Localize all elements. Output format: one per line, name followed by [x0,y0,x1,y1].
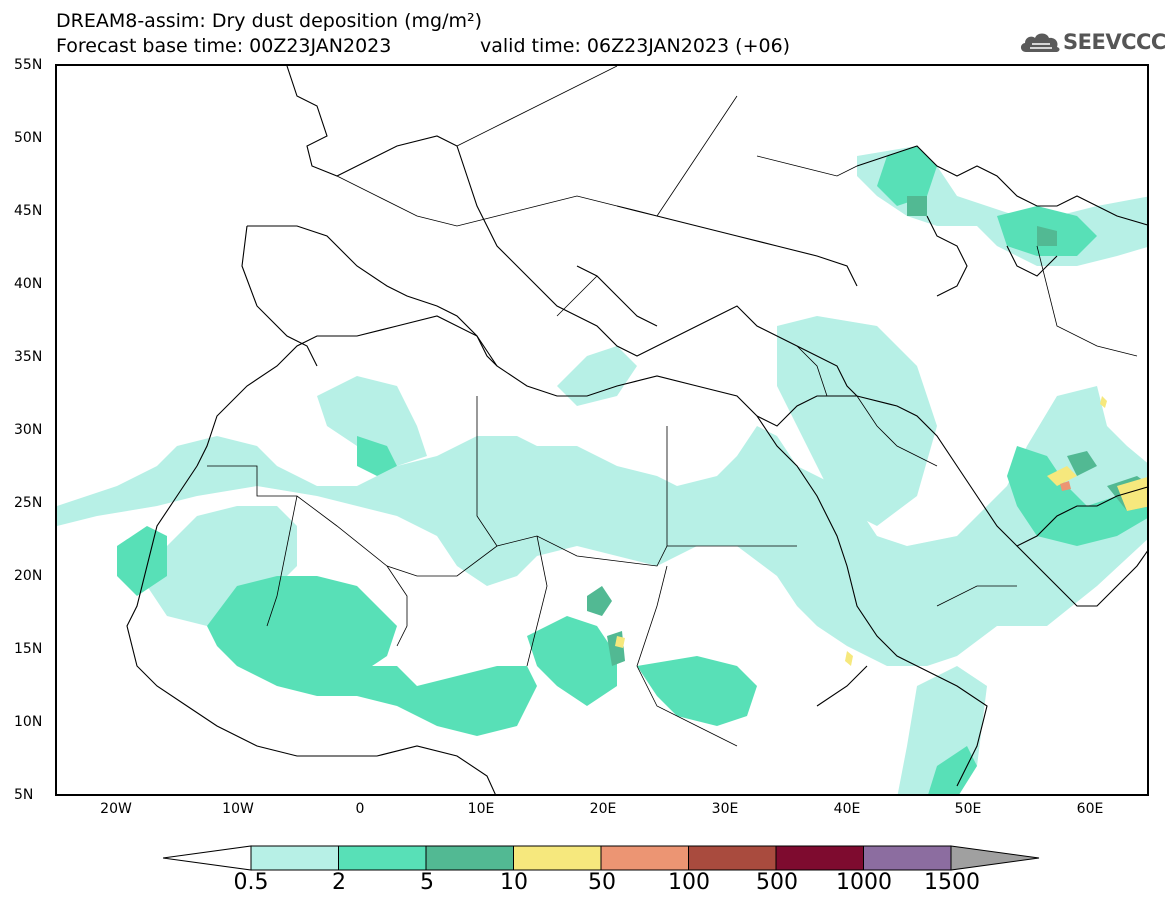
lat-label-10n: 10N [14,714,43,730]
colorbar-label-2: 2 [332,870,346,895]
colorbar-box-3 [513,845,602,871]
colorbar-label-1000: 1000 [836,870,892,895]
colorbar-label-100: 100 [668,870,710,895]
lon-label-10w: 10W [222,801,254,817]
map-title: DREAM8-assim: Dry dust deposition (mg/m²… [56,10,483,32]
lat-label-45n: 45N [14,203,43,219]
colorbar-label-5: 5 [420,870,434,895]
colorbar-box-5 [688,845,777,871]
lon-label-50e: 50E [954,801,982,817]
lat-label-35n: 35N [14,349,43,365]
lat-label-25n: 25N [14,495,43,511]
coastlines [126,66,1147,794]
lat-label-30n: 30N [14,422,43,438]
colorbar-box-4 [600,845,689,871]
colorbar-label-500: 500 [756,870,798,895]
colorbar [163,845,1040,871]
logo-text: SEEVCCC [1063,30,1165,54]
colorbar-box-1 [338,845,427,871]
dust-contour-50 [1060,481,1071,491]
lon-label-20w: 20W [100,801,132,817]
colorbar-over-arrow [950,845,1040,871]
lat-label-40n: 40N [14,276,43,292]
colorbar-box-6 [775,845,864,871]
lat-label-15n: 15N [14,641,43,657]
colorbar-box-7 [863,845,952,871]
colorbar-box-2 [425,845,514,871]
colorbar-under-arrow [163,845,252,871]
map-area [55,64,1149,796]
lon-label-40e: 40E [833,801,861,817]
lon-label-30e: 30E [711,801,739,817]
colorbar-label-10: 10 [500,870,528,895]
valid-time: valid time: 06Z23JAN2023 (+06) [480,35,791,57]
dust-contour-2 [117,146,1147,794]
lon-label-0: 0 [355,801,365,817]
colorbar-box-0 [250,845,339,871]
lat-label-5n: 5N [14,787,34,803]
forecast-base-time: Forecast base time: 00Z23JAN2023 [56,35,392,57]
lon-label-10e: 10E [467,801,495,817]
colorbar-label-1500: 1500 [924,870,980,895]
dust-contour-0-5 [57,146,1147,794]
colorbar-label-50: 50 [588,870,616,895]
country-borders [207,66,1138,747]
lat-label-55n: 55N [14,57,43,73]
lat-label-20n: 20N [14,568,43,584]
cloud-logo-icon [1020,33,1060,52]
lat-label-50n: 50N [14,130,43,146]
colorbar-label-0-5: 0.5 [233,870,269,895]
dust-contour-10 [615,396,1147,666]
lon-label-60e: 60E [1076,801,1104,817]
lon-label-20e: 20E [589,801,617,817]
